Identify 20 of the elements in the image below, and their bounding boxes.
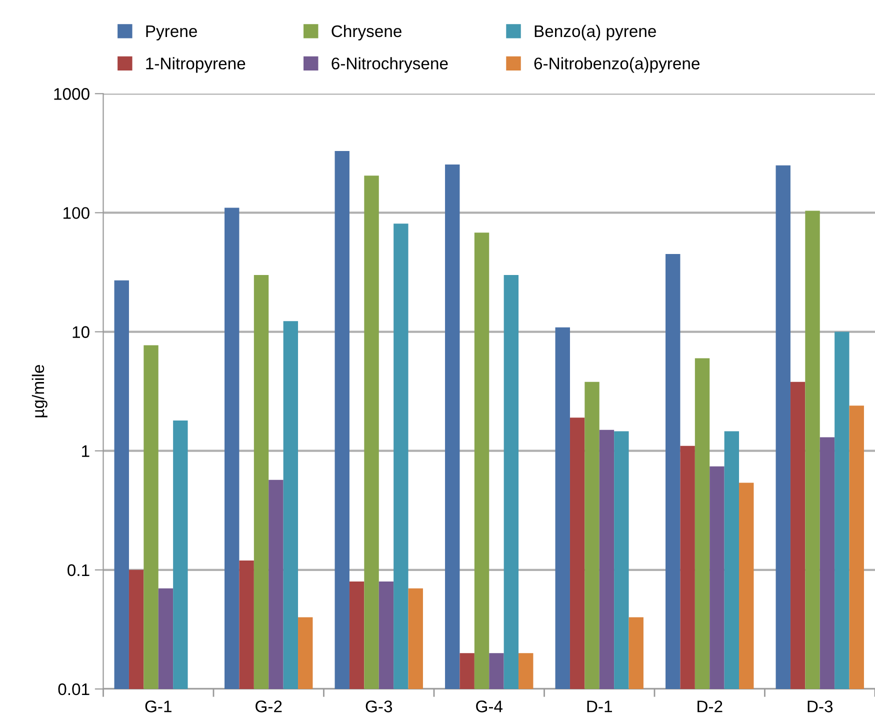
- y-tick-label: 1000: [54, 88, 90, 100]
- y-tick-label: 0.1: [68, 564, 90, 576]
- x-tick-label: G-3: [366, 700, 392, 712]
- legend-label: 6-Nitrochrysene: [332, 57, 448, 73]
- x-tick-label: G-1: [145, 700, 172, 712]
- legend-label: 1-Nitropyrene: [146, 57, 246, 73]
- legend-label: Benzo(a) pyrene: [534, 24, 656, 40]
- legend-label: Pyrene: [146, 25, 197, 40]
- x-tick-label: D-1: [587, 700, 612, 712]
- x-tick-label: D-2: [698, 700, 722, 712]
- legend-label: 6-Nitrobenzo(a)pyrene: [534, 57, 700, 73]
- y-tick-label: 0.01: [58, 683, 90, 696]
- x-tick-label: G-4: [476, 700, 503, 712]
- x-tick-label: G-2: [256, 700, 282, 712]
- y-tick-label: 1: [82, 445, 90, 457]
- legend-label: Chrysene: [332, 24, 402, 40]
- y-tick-label: 100: [64, 207, 90, 219]
- y-tick-label: 10: [72, 326, 90, 338]
- y-axis-title: µg/mile: [32, 365, 48, 418]
- x-tick-label: D-3: [808, 700, 833, 712]
